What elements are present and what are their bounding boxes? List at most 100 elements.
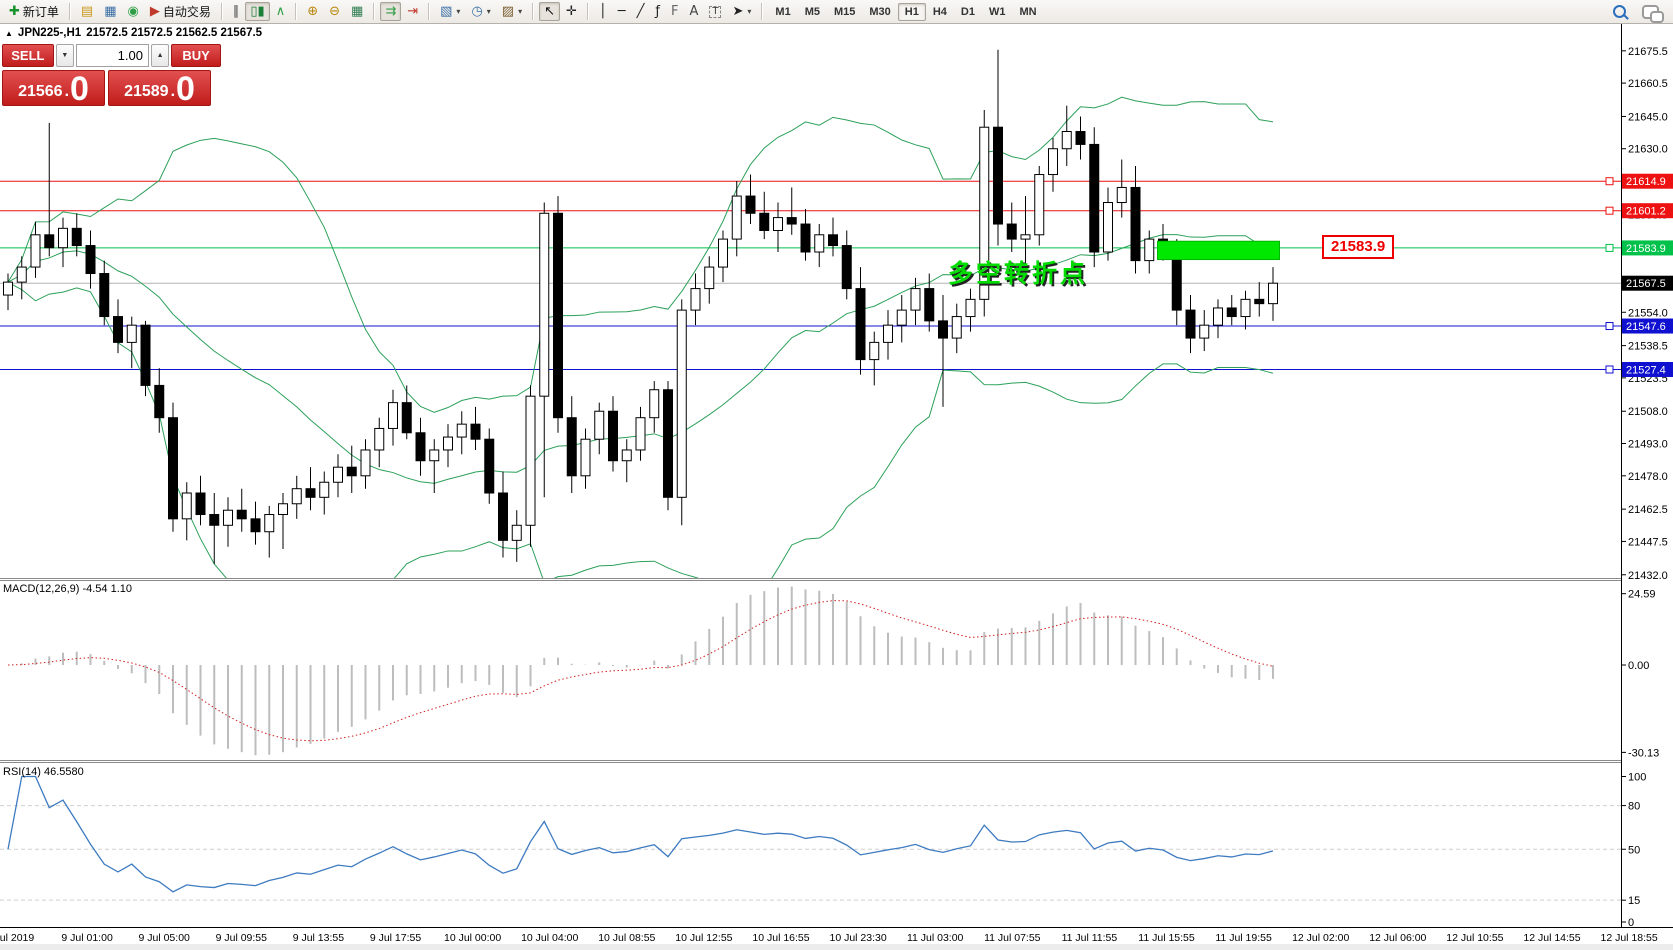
cursor-button[interactable]: ↖ — [539, 2, 561, 21]
crosshair-button[interactable]: ✛ — [561, 2, 582, 21]
timeframe-m1[interactable]: M1 — [775, 5, 791, 18]
svg-text:21447.5: 21447.5 — [1628, 536, 1668, 548]
data-window-icon-glyph: ▦ — [104, 4, 117, 19]
cursor-glyph: ↖ — [544, 4, 556, 19]
timeframe-mn[interactable]: MN — [1019, 5, 1037, 18]
buy-price-pip: 0 — [176, 69, 195, 108]
templates-glyph: ▨ — [501, 4, 515, 19]
arrows-button[interactable]: ➤ ▾ — [727, 2, 756, 21]
svg-text:10 Jul 23:30: 10 Jul 23:30 — [829, 932, 886, 944]
buy-button[interactable]: BUY — [171, 44, 221, 67]
fibonacci-button[interactable]: ƒ — [650, 2, 665, 21]
dropdown-arrow-icon: ▾ — [486, 7, 491, 16]
svg-text:11 Jul 19:55: 11 Jul 19:55 — [1215, 932, 1272, 944]
svg-text:12 Jul 02:00: 12 Jul 02:00 — [1292, 932, 1349, 944]
text-button[interactable]: A — [684, 2, 703, 21]
fibo-grid-button[interactable]: F — [666, 2, 683, 21]
svg-text:9 Jul 01:00: 9 Jul 01:00 — [61, 932, 113, 944]
timeframe-m15[interactable]: M15 — [833, 5, 856, 18]
candlestick-chart-icon-glyph: ▯▮ — [250, 4, 265, 19]
timeframe-bar: M1 M5 M15 M30 H1 H4 D1 W1 MN — [768, 2, 1043, 21]
text-label-button[interactable]: T — [704, 2, 726, 21]
svg-text:10 Jul 04:00: 10 Jul 04:00 — [521, 932, 578, 944]
svg-text:21478.0: 21478.0 — [1628, 471, 1668, 483]
autotrading-glyph: ▶ — [149, 4, 160, 19]
timeframe-m30[interactable]: M30 — [869, 5, 891, 18]
volume-up-button[interactable]: ▲ — [150, 44, 170, 67]
timeframe-h1[interactable]: H1 — [897, 2, 926, 21]
timeframe-d1[interactable]: D1 — [960, 5, 975, 18]
svg-text:9 Jul 05:00: 9 Jul 05:00 — [139, 932, 191, 944]
buy-price-button[interactable]: 21589. 0 — [108, 70, 211, 106]
svg-text:-30.13: -30.13 — [1628, 747, 1659, 759]
svg-text:9 Jul 09:55: 9 Jul 09:55 — [216, 932, 268, 944]
svg-text:21601.2: 21601.2 — [1626, 206, 1666, 218]
templates-button[interactable]: ▨ ▾ — [497, 2, 527, 21]
dropdown-arrow-icon: ▾ — [456, 7, 461, 16]
new-chart-button[interactable]: ▧ ▾ — [435, 2, 465, 21]
annotation-text: 多空转折点 — [948, 258, 1089, 288]
svg-text:0.00: 0.00 — [1628, 660, 1649, 672]
svg-text:21645.0: 21645.0 — [1628, 111, 1668, 123]
sell-button[interactable]: SELL — [2, 44, 54, 67]
vertical-line-glyph: │ — [598, 4, 607, 19]
trendline-button[interactable]: ╱ — [632, 2, 650, 21]
toolbar-separator — [532, 3, 535, 20]
svg-text:12 Jul 06:00: 12 Jul 06:00 — [1369, 932, 1426, 944]
svg-text:12 Jul 10:55: 12 Jul 10:55 — [1446, 932, 1503, 944]
chart-title-ohlc: 21572.5 21572.5 21562.5 21567.5 — [86, 27, 263, 39]
svg-text:21583.9: 21583.9 — [1626, 243, 1666, 255]
dropdown-arrow-icon: ▾ — [747, 7, 752, 16]
vertical-line-button[interactable]: │ — [594, 2, 612, 21]
svg-text:21554.0: 21554.0 — [1628, 307, 1668, 319]
data-window-icon[interactable]: ▦ — [99, 2, 121, 21]
svg-text:21614.9: 21614.9 — [1626, 176, 1666, 188]
toolbar: ✚ 新订单 ▤ ▦ ◉ ▶ 自动交易 ∥ ▯▮ ∧ ⊕ ⊖ ▦ ⇉ ⇥ ▧ ▾ ◷ ▾ ▨ ▾ ↖ ✛ │ ─ ╱ ƒ F A T ➤ ▾ M… — [0, 0, 1673, 24]
toolbar-separator — [220, 3, 223, 20]
bar-chart-icon[interactable]: ∥ — [228, 2, 245, 21]
rsi-label: RSI(14) 46.5580 — [3, 766, 84, 778]
new-order-button[interactable]: ✚ 新订单 — [9, 4, 59, 19]
market-watch-icon[interactable]: ▤ — [76, 2, 98, 21]
toolbar-right — [1613, 4, 1673, 23]
svg-text:21547.6: 21547.6 — [1626, 321, 1666, 333]
svg-text:21462.5: 21462.5 — [1628, 504, 1668, 516]
tile-windows-icon[interactable]: ▦ — [346, 2, 368, 21]
bar-chart-icon-glyph: ∥ — [232, 4, 240, 19]
search-icon[interactable] — [1613, 5, 1626, 18]
zoom-out-glyph: ⊖ — [329, 4, 341, 19]
market-watch-icon-glyph: ▤ — [80, 4, 94, 19]
chart-shift-button[interactable]: ⇥ — [402, 2, 423, 21]
svg-text:50: 50 — [1628, 844, 1640, 856]
autotrading-button[interactable]: ▶ 自动交易 — [149, 4, 211, 19]
svg-text:10 Jul 08:55: 10 Jul 08:55 — [598, 932, 655, 944]
timeframe-m5[interactable]: M5 — [804, 5, 820, 18]
line-chart-icon-glyph: ∧ — [275, 4, 286, 19]
one-click-trading-panel: SELL ▼ ▲ BUY 21566.0 21589.0 — [2, 44, 221, 106]
candlestick-chart-icon[interactable]: ▯▮ — [245, 2, 270, 21]
line-chart-icon[interactable]: ∧ — [271, 2, 291, 21]
horizontal-line-button[interactable]: ─ — [613, 2, 631, 21]
chat-icon[interactable] — [1642, 4, 1664, 23]
timeframe-h4[interactable]: H4 — [932, 5, 947, 18]
svg-text:21432.0: 21432.0 — [1628, 570, 1668, 582]
zoom-out-button[interactable]: ⊖ — [324, 2, 345, 21]
svg-text:12 Jul 14:55: 12 Jul 14:55 — [1523, 932, 1580, 944]
chart-title-symbol: JPN225-,H1 — [17, 27, 82, 39]
volume-down-button[interactable]: ▼ — [55, 44, 74, 67]
svg-text:11 Jul 11:55: 11 Jul 11:55 — [1062, 932, 1118, 944]
svg-text:15: 15 — [1628, 895, 1640, 907]
sell-price-button[interactable]: 21566. 0 — [2, 70, 105, 106]
navigator-icon[interactable]: ◉ — [123, 2, 144, 21]
volume-input[interactable] — [75, 44, 149, 67]
toolbar-items: ✚ 新订单 ▤ ▦ ◉ ▶ 自动交易 ∥ ▯▮ ∧ ⊕ ⊖ ▦ ⇉ ⇥ ▧ ▾ ◷ ▾ ▨ ▾ ↖ ✛ │ ─ ╱ ƒ F A T ➤ ▾ — [4, 2, 767, 21]
auto-scroll-glyph: ⇉ — [385, 4, 397, 19]
zoom-in-button[interactable]: ⊕ — [302, 2, 323, 21]
collapse-triangle-icon[interactable]: ▲ — [5, 28, 13, 38]
toolbar-separator — [295, 3, 298, 20]
auto-scroll-button[interactable]: ⇉ — [380, 2, 402, 21]
text-label-glyph: T — [709, 5, 722, 18]
periods-button[interactable]: ◷ ▾ — [466, 2, 495, 21]
timeframe-w1[interactable]: W1 — [988, 5, 1006, 18]
